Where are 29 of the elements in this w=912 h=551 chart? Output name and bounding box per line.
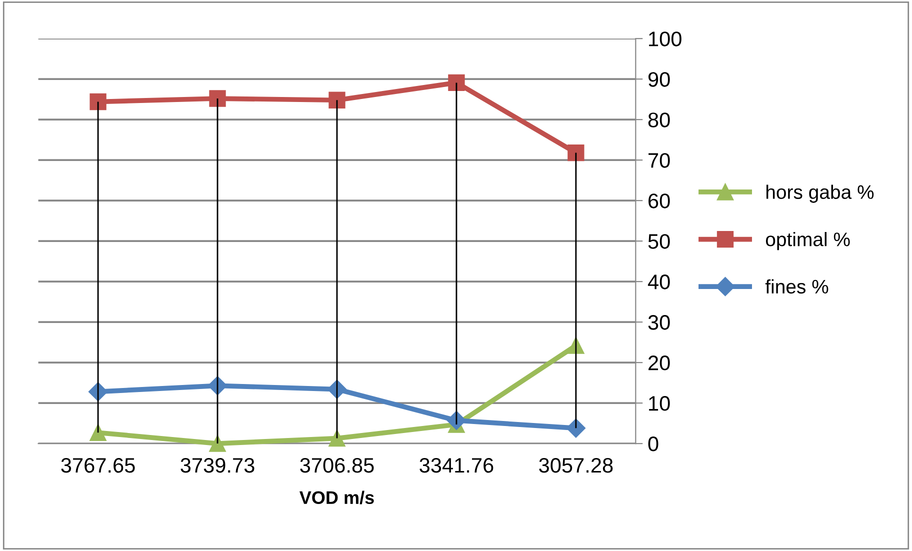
y-tick-label: 70 [648, 153, 670, 168]
y-tick-label: 100 [649, 32, 682, 46]
point [90, 93, 106, 110]
y-tick-label: 20 [648, 356, 670, 370]
x-tick-label: 3767.65 [61, 458, 135, 473]
y-tick-label: 10 [649, 396, 670, 411]
y-tick-label: 80 [648, 112, 670, 128]
point [328, 430, 346, 447]
y-tick-label: 90 [648, 72, 670, 87]
point [566, 418, 586, 438]
point [448, 74, 465, 92]
y-tick-label: 30 [648, 315, 670, 330]
x-tick-label: 3739.73 [180, 458, 254, 473]
legend-label: fines % [765, 279, 828, 294]
legend-label: hors gaba % [766, 184, 874, 203]
point [90, 424, 106, 441]
y-tick-label: 40 [648, 274, 670, 290]
point [209, 435, 226, 452]
x-tick-label: 3057.28 [539, 458, 613, 473]
legend-label: optimal % [766, 232, 850, 250]
point [568, 144, 584, 162]
point [209, 90, 226, 107]
y-tick-label: 50 [648, 234, 670, 249]
x-tick-label: 3341.76 [420, 458, 494, 473]
y-tick-label: 60 [648, 194, 670, 208]
x-tick-label: 3706.85 [300, 458, 374, 473]
point [328, 92, 346, 108]
x-axis-title: VOD m/s [299, 490, 374, 504]
y-tick-label: 0 [648, 436, 658, 452]
